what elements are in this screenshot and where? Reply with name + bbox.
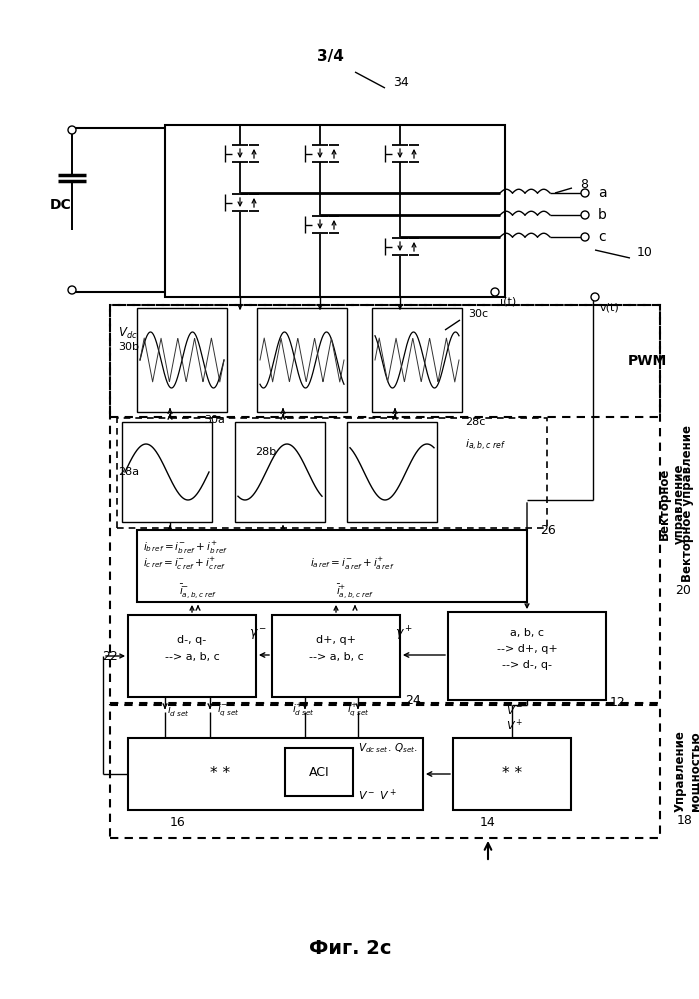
Text: 8: 8 — [580, 179, 588, 192]
Text: 18: 18 — [677, 813, 693, 826]
Text: --> a, b, c: --> a, b, c — [165, 652, 219, 662]
Text: 12: 12 — [610, 695, 626, 708]
Text: 30a: 30a — [205, 415, 226, 425]
Circle shape — [581, 211, 589, 219]
Bar — [110, 305, 660, 417]
Bar — [137, 530, 527, 602]
Bar — [347, 422, 437, 522]
Bar — [128, 738, 423, 810]
Bar — [453, 738, 571, 810]
Text: 30b: 30b — [118, 342, 139, 352]
Text: DC: DC — [50, 198, 72, 212]
Text: Фиг. 2с: Фиг. 2с — [309, 938, 391, 957]
Text: 3/4: 3/4 — [317, 50, 343, 65]
Text: * *: * * — [210, 766, 230, 781]
Text: b: b — [598, 208, 607, 222]
Text: 10: 10 — [637, 247, 653, 260]
Text: 22: 22 — [102, 649, 118, 662]
Bar — [285, 748, 353, 796]
Text: $\bar{i}^{-}_{a,b,c\;ref}$: $\bar{i}^{-}_{a,b,c\;ref}$ — [179, 582, 217, 601]
Bar — [117, 418, 547, 528]
Text: $V^+$: $V^+$ — [506, 717, 524, 732]
Bar — [257, 308, 347, 412]
Circle shape — [491, 288, 499, 296]
Text: 14: 14 — [480, 815, 496, 828]
Text: 24: 24 — [405, 693, 421, 706]
Text: d-, q-: d-, q- — [178, 635, 207, 645]
Text: --> d+, q+: --> d+, q+ — [496, 644, 557, 654]
Text: $i_{b\,ref} = i^{-}_{b\,ref} + i^{+}_{b\,ref}$: $i_{b\,ref} = i^{-}_{b\,ref} + i^{+}_{b\… — [143, 539, 228, 556]
Circle shape — [68, 126, 76, 134]
Text: 20: 20 — [675, 583, 691, 596]
Circle shape — [591, 293, 599, 301]
Text: $\bar{i}^{+}_{a,b,c\;ref}$: $\bar{i}^{+}_{a,b,c\;ref}$ — [336, 582, 374, 601]
Text: $V_{dc\;set}.\,Q_{set}.$: $V_{dc\;set}.\,Q_{set}.$ — [358, 741, 418, 755]
Text: --> a, b, c: --> a, b, c — [309, 652, 363, 662]
Text: $i_{a,b,c\;ref}$: $i_{a,b,c\;ref}$ — [465, 438, 506, 453]
Bar — [122, 422, 212, 522]
Text: $i^{-}_{d\;set}$: $i^{-}_{d\;set}$ — [166, 702, 189, 717]
Text: Векторное
управление: Векторное управление — [658, 464, 686, 544]
Bar — [372, 308, 462, 412]
Text: $i^{+}_{q\;set}$: $i^{+}_{q\;set}$ — [347, 701, 369, 718]
Text: $i^{-}_{q\;set}$: $i^{-}_{q\;set}$ — [217, 702, 239, 718]
Text: $i_{a\,ref} = i^{-}_{a\,ref} + i^{+}_{a\,ref}$: $i_{a\,ref} = i^{-}_{a\,ref} + i^{+}_{a\… — [310, 556, 394, 572]
Text: * *: * * — [502, 766, 522, 781]
Bar — [235, 422, 325, 522]
Text: $V^- \; V^+$: $V^- \; V^+$ — [358, 787, 397, 802]
Text: a, b, c: a, b, c — [510, 628, 544, 638]
Text: $\gamma^-$: $\gamma^-$ — [249, 626, 267, 641]
Text: i(t): i(t) — [500, 297, 517, 307]
Bar — [137, 308, 227, 412]
Text: Управление
мощностью: Управление мощностью — [674, 730, 699, 812]
Text: $V^-$: $V^-$ — [506, 704, 524, 716]
Bar — [165, 125, 505, 297]
Text: Векторное управление: Векторное управление — [682, 426, 695, 582]
Text: $V_{dc}$: $V_{dc}$ — [118, 326, 138, 341]
Text: 28c: 28c — [465, 417, 485, 427]
Text: 34: 34 — [393, 77, 409, 90]
Text: 28a: 28a — [118, 467, 139, 477]
Bar — [448, 612, 606, 700]
Text: 30c: 30c — [468, 309, 488, 319]
Text: PWM: PWM — [628, 354, 667, 368]
Circle shape — [68, 286, 76, 294]
Bar — [272, 615, 400, 697]
Text: $\gamma^+$: $\gamma^+$ — [395, 624, 413, 643]
Text: v(t): v(t) — [600, 303, 620, 313]
Circle shape — [581, 233, 589, 241]
Text: ACI: ACI — [309, 765, 329, 778]
Text: --> d-, q-: --> d-, q- — [502, 660, 552, 670]
Bar — [110, 705, 660, 838]
Text: d+, q+: d+, q+ — [316, 635, 356, 645]
Text: 28b: 28b — [255, 447, 276, 457]
Bar — [128, 615, 256, 697]
Text: c: c — [598, 230, 605, 244]
Circle shape — [581, 189, 589, 197]
Text: $i^{+}_{d\;set}$: $i^{+}_{d\;set}$ — [291, 702, 315, 718]
Text: a: a — [598, 186, 607, 200]
Text: 26: 26 — [540, 523, 556, 536]
Text: 16: 16 — [170, 815, 186, 828]
Text: $i_{c\,ref} = i^{-}_{c\,ref} + i^{+}_{c\,ref}$: $i_{c\,ref} = i^{-}_{c\,ref} + i^{+}_{c\… — [143, 556, 226, 572]
Bar — [110, 305, 660, 703]
